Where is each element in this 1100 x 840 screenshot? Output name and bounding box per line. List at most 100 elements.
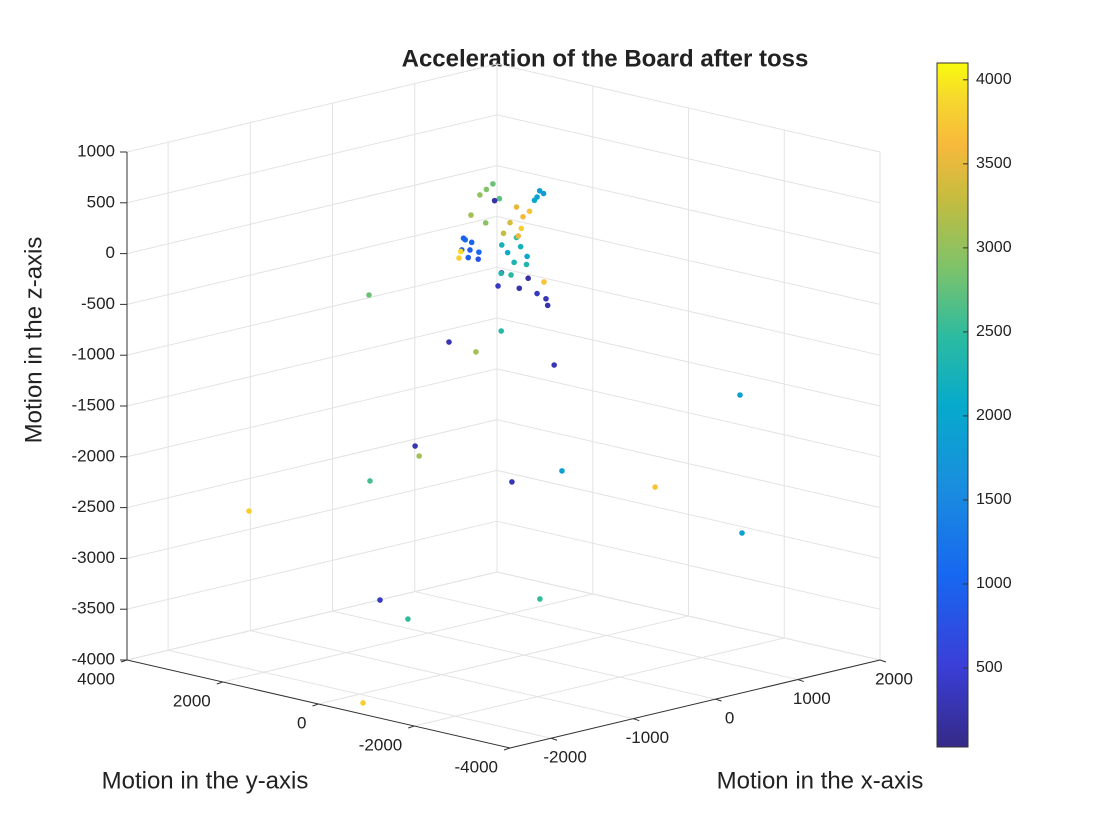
grid-line xyxy=(126,317,498,407)
data-point xyxy=(498,270,504,277)
data-point xyxy=(457,248,464,255)
data-point xyxy=(517,243,524,250)
z-tick-label: -1000 xyxy=(72,345,115,364)
data-point xyxy=(500,230,507,237)
data-point xyxy=(537,596,543,602)
data-point xyxy=(367,478,373,484)
x-tick xyxy=(715,698,722,702)
data-point xyxy=(468,239,475,246)
z-tick-label: -500 xyxy=(81,294,115,313)
data-point xyxy=(525,275,531,282)
z-tick-label: -4000 xyxy=(72,649,115,668)
grid-line xyxy=(414,637,785,727)
data-point xyxy=(246,508,252,514)
colorbar-tick-label: 3000 xyxy=(976,239,1012,256)
data-point xyxy=(460,235,467,241)
data-point xyxy=(465,254,472,261)
data-point xyxy=(541,279,547,285)
data-point xyxy=(544,302,551,309)
x-tick-label: -1000 xyxy=(626,728,669,747)
data-point xyxy=(737,392,743,398)
data-point xyxy=(652,484,658,490)
data-point xyxy=(507,219,513,226)
data-point xyxy=(515,233,522,239)
x-tick-label: -2000 xyxy=(543,748,586,767)
data-point xyxy=(551,362,557,368)
x-axis-line xyxy=(509,659,881,749)
data-point xyxy=(377,597,383,603)
data-point xyxy=(531,197,538,204)
colorbar-tick-label: 1000 xyxy=(976,575,1012,592)
z-tick-label: 500 xyxy=(87,192,115,211)
z-tick-label: -2500 xyxy=(72,497,115,516)
z-tick-label: 0 xyxy=(106,243,115,262)
z-tick-label: 1000 xyxy=(77,141,115,160)
data-point xyxy=(518,225,525,232)
data-point xyxy=(536,187,543,194)
y-tick xyxy=(216,681,223,685)
y-tick-label: -4000 xyxy=(455,757,498,776)
grid-line xyxy=(126,368,498,458)
z-tick-label: -2000 xyxy=(72,446,115,465)
data-point xyxy=(360,700,366,706)
data-point xyxy=(491,197,498,204)
colorbar-tick-label: 500 xyxy=(976,659,1003,676)
y-tick-label: -2000 xyxy=(359,735,402,754)
y-tick xyxy=(408,725,415,729)
data-point xyxy=(456,255,462,261)
y-tick-label: 4000 xyxy=(77,669,115,688)
data-point xyxy=(495,283,501,289)
data-point xyxy=(526,208,533,215)
colorbar-tick-label: 2000 xyxy=(976,407,1012,424)
data-point xyxy=(467,247,473,253)
data-point xyxy=(508,272,514,278)
z-tick-label: -1500 xyxy=(72,395,115,414)
grid-line xyxy=(126,63,498,153)
data-point xyxy=(477,192,483,198)
x-tick xyxy=(550,737,558,741)
data-point xyxy=(509,479,515,485)
data-point xyxy=(540,190,547,197)
data-point xyxy=(473,349,479,355)
data-point xyxy=(513,204,520,210)
x-tick xyxy=(633,718,640,722)
x-tick-label: 1000 xyxy=(793,689,831,708)
data-point xyxy=(483,186,490,193)
y-tick xyxy=(312,703,319,707)
grid-line xyxy=(126,520,498,610)
x-tick xyxy=(879,659,887,663)
data-point xyxy=(446,339,452,345)
data-point xyxy=(496,195,503,202)
data-point xyxy=(520,213,526,220)
data-point xyxy=(475,256,482,262)
y-tick-label: 0 xyxy=(297,713,306,732)
z-axis-label: Motion in the z-axis xyxy=(20,237,47,444)
colorbar-tick-label: 4000 xyxy=(976,71,1012,88)
grid-line xyxy=(126,266,498,356)
data-point xyxy=(498,328,505,334)
colorbar-tick-label: 2500 xyxy=(976,323,1012,340)
chart-title: Acceleration of the Board after toss xyxy=(402,45,809,72)
data-point xyxy=(468,212,474,218)
grid-line xyxy=(126,469,498,559)
colorbar-tick-label: 3500 xyxy=(976,155,1012,172)
x-tick-label: 2000 xyxy=(875,669,913,688)
data-point xyxy=(498,242,505,248)
z-tick-label: -3000 xyxy=(72,548,115,567)
grid-line xyxy=(318,615,689,705)
colorbar-tick-label: 1500 xyxy=(976,491,1012,508)
x-axis-label: Motion in the x-axis xyxy=(717,767,924,794)
grid-line xyxy=(126,419,498,509)
grid-line xyxy=(222,593,593,683)
data-point xyxy=(559,468,565,474)
data-point xyxy=(524,253,530,260)
y-axis-label: Motion in the y-axis xyxy=(102,767,309,794)
data-point xyxy=(405,616,411,622)
x-tick xyxy=(797,679,804,683)
y-tick xyxy=(503,747,511,751)
data-point xyxy=(739,530,745,536)
data-point xyxy=(511,259,517,266)
data-point xyxy=(523,261,530,268)
data-point xyxy=(490,181,496,187)
